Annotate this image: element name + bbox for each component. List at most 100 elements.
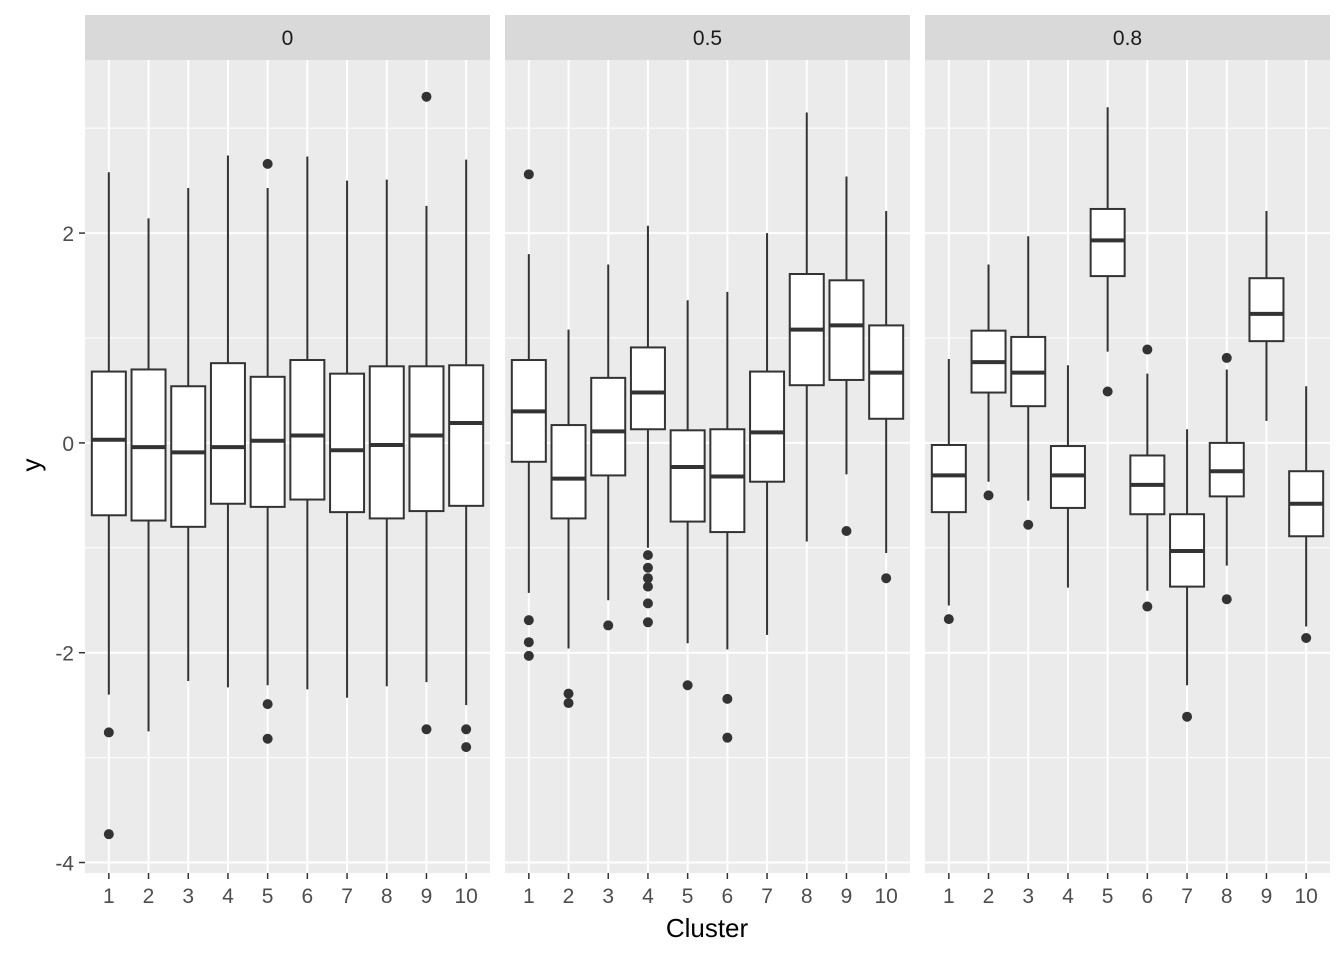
facet-panel: 0.5 1 2 3 4 5 6 7 8 9 10 — [505, 15, 910, 908]
facet-strip-label: 0.8 — [1113, 27, 1142, 50]
box-cluster-5 — [669, 300, 706, 691]
outlier-point — [563, 698, 574, 709]
box-iqr — [329, 372, 366, 514]
x-tick-label: 9 — [421, 885, 433, 908]
x-tick-label: 10 — [454, 885, 477, 908]
box-cluster-1 — [930, 358, 967, 625]
outlier-point — [642, 562, 653, 573]
box-iqr — [930, 443, 967, 514]
outlier-point — [262, 733, 273, 744]
box-cluster-2 — [130, 218, 167, 732]
x-tick-label: 2 — [143, 885, 155, 908]
box-iqr — [368, 365, 405, 520]
x-tick-label: 9 — [1261, 885, 1273, 908]
box-cluster-2 — [550, 329, 587, 709]
outlier-point — [1102, 386, 1113, 397]
outlier-point — [1182, 711, 1193, 722]
box-iqr — [1248, 277, 1285, 343]
box-iqr — [749, 370, 786, 483]
x-axis-title: Cluster — [666, 913, 749, 943]
x-tick-label: 4 — [1062, 885, 1074, 908]
box-cluster-10 — [448, 159, 485, 753]
box-cluster-8 — [1208, 352, 1245, 605]
box-cluster-9 — [828, 176, 865, 537]
outlier-point — [1301, 633, 1312, 644]
y-tick-label: -2 — [55, 643, 74, 666]
y-tick-label: 0 — [62, 433, 74, 456]
box-iqr — [709, 428, 746, 534]
outlier-point — [642, 617, 653, 628]
box-cluster-3 — [1010, 236, 1047, 530]
facet-strip-label: 0.5 — [693, 27, 722, 50]
facet-strip — [85, 15, 490, 60]
x-tick-label: 3 — [602, 885, 614, 908]
facet-panels: 0 1 2 3 4 5 6 7 8 9 10 0.5 1 2 3 4 5 6 7 8 9 10 0.8 1 2 3 4 5 6 7 8 9 10 — [85, 15, 1330, 908]
box-iqr — [1089, 207, 1126, 278]
x-tick-label: 1 — [523, 885, 535, 908]
outlier-point — [523, 169, 534, 180]
outlier-point — [1221, 352, 1232, 363]
box-iqr — [669, 429, 706, 523]
x-tick-label: 8 — [1221, 885, 1233, 908]
outlier-point — [1221, 594, 1232, 605]
box-cluster-8 — [368, 179, 405, 687]
outlier-point — [983, 490, 994, 501]
box-cluster-7 — [1169, 429, 1206, 722]
outlier-point — [682, 680, 693, 691]
box-iqr — [828, 279, 865, 381]
box-cluster-10 — [868, 211, 905, 584]
box-cluster-8 — [788, 112, 825, 542]
facet-panel: 0 1 2 3 4 5 6 7 8 9 10 — [85, 15, 490, 908]
outlier-point — [523, 650, 534, 661]
outlier-point — [523, 615, 534, 626]
outlier-point — [603, 620, 614, 631]
box-cluster-5 — [1089, 107, 1126, 397]
x-tick-label: 7 — [1181, 885, 1193, 908]
box-cluster-5 — [249, 158, 286, 744]
outlier-point — [262, 158, 273, 169]
box-iqr — [170, 385, 207, 528]
x-tick-label: 8 — [801, 885, 813, 908]
outlier-point — [103, 829, 114, 840]
box-iqr — [90, 370, 127, 517]
y-tick-label: -4 — [55, 853, 74, 876]
x-tick-label: 1 — [103, 885, 115, 908]
box-cluster-1 — [510, 169, 547, 661]
x-tick-label: 6 — [302, 885, 314, 908]
outlier-point — [841, 526, 852, 537]
x-tick-label: 5 — [682, 885, 694, 908]
x-tick-label: 5 — [262, 885, 274, 908]
x-tick-label: 8 — [381, 885, 393, 908]
y-tick-label: 2 — [62, 223, 74, 246]
outlier-point — [523, 637, 534, 648]
box-cluster-1 — [90, 172, 127, 840]
box-cluster-9 — [408, 91, 445, 735]
outlier-point — [722, 732, 733, 743]
box-cluster-4 — [629, 225, 666, 628]
x-tick-label: 6 — [722, 885, 734, 908]
x-tick-label: 3 — [1022, 885, 1034, 908]
box-iqr — [629, 346, 666, 431]
x-tick-label: 4 — [642, 885, 654, 908]
box-cluster-6 — [1129, 344, 1166, 612]
box-iqr — [550, 424, 587, 520]
x-tick-label: 1 — [943, 885, 955, 908]
x-tick-label: 2 — [563, 885, 575, 908]
facet-strip — [925, 15, 1330, 60]
box-cluster-6 — [289, 156, 326, 690]
y-axis: -4 -2 0 2 — [55, 223, 85, 876]
outlier-point — [262, 699, 273, 710]
x-tick-label: 7 — [341, 885, 353, 908]
outlier-point — [421, 91, 432, 102]
box-cluster-3 — [170, 187, 207, 682]
outlier-point — [642, 598, 653, 609]
panel-background — [925, 60, 1330, 873]
outlier-point — [1142, 344, 1153, 355]
outlier-point — [943, 614, 954, 625]
box-iqr — [209, 362, 246, 505]
x-tick-label: 6 — [1142, 885, 1154, 908]
x-tick-label: 5 — [1102, 885, 1114, 908]
outlier-point — [103, 727, 114, 738]
